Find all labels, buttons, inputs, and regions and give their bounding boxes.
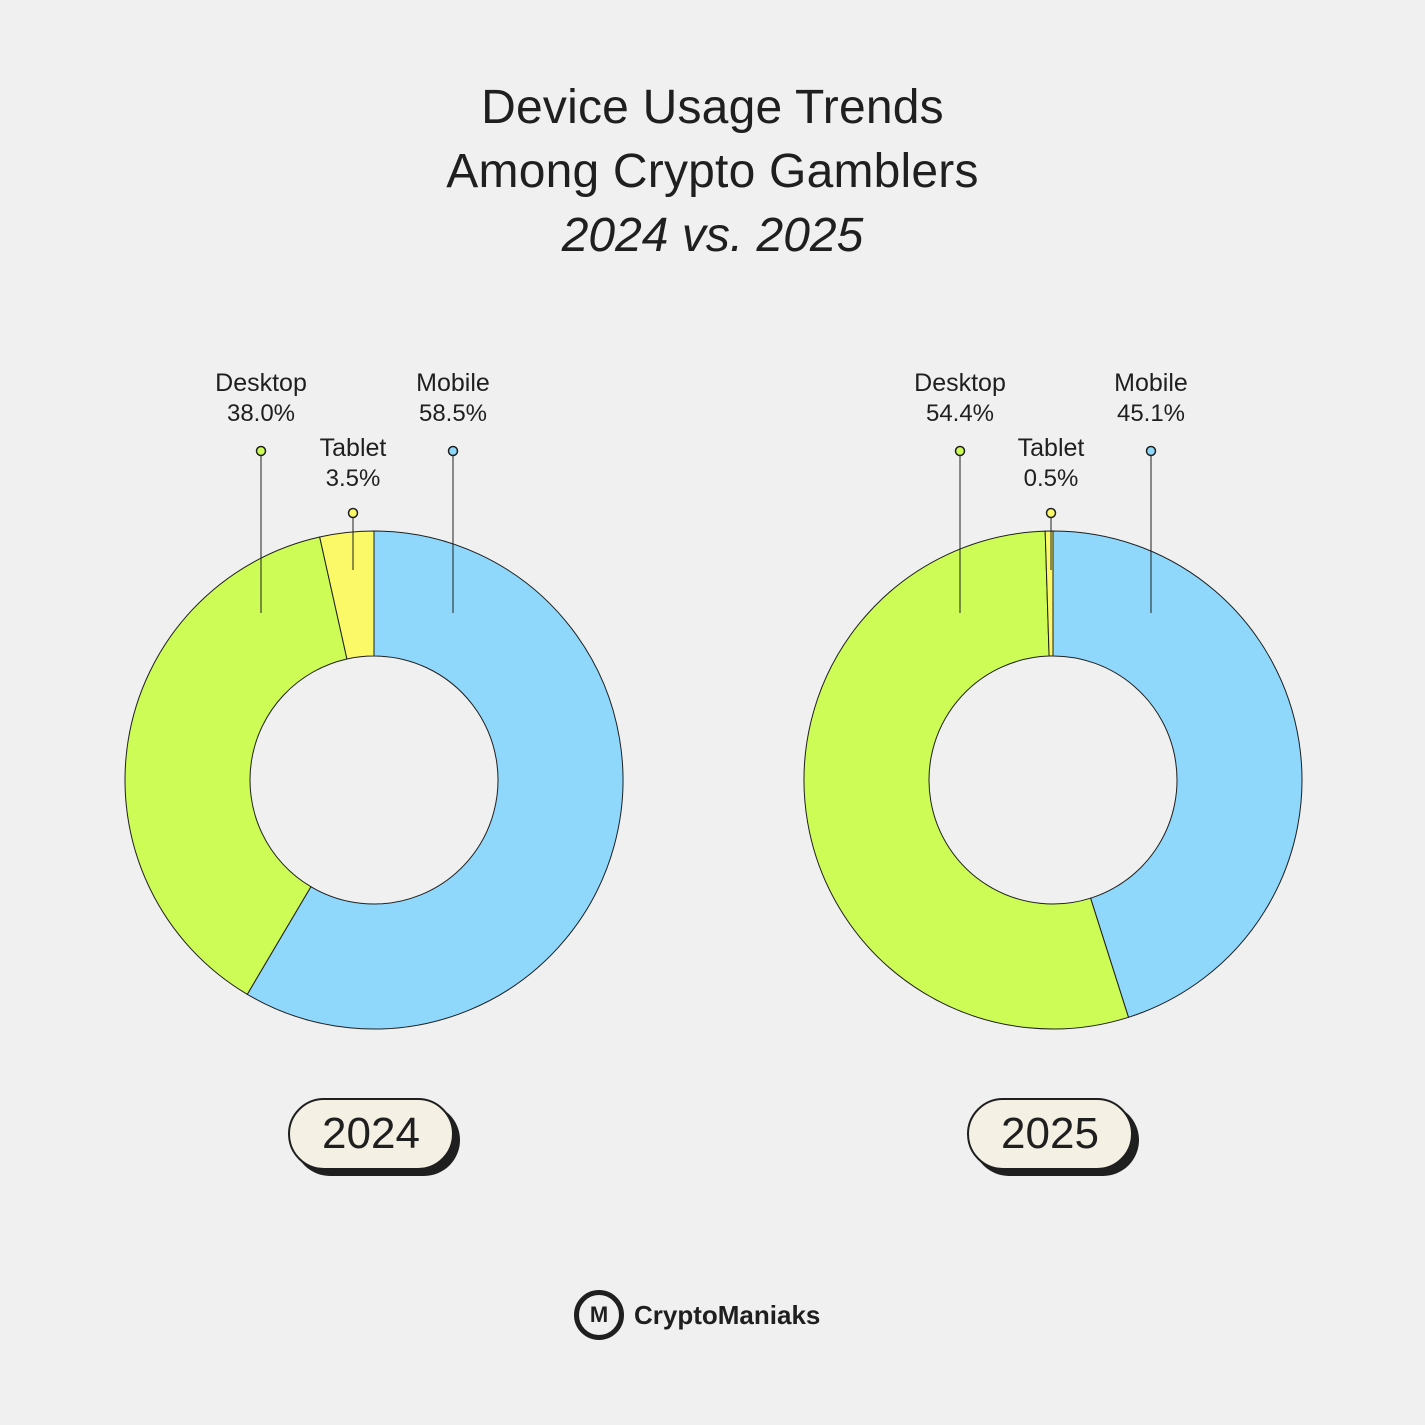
leader-dot-tablet-2025 (1045, 507, 1057, 519)
leader-dot-mobile-2024 (447, 445, 459, 457)
leader-dot-mobile-2025 (1145, 445, 1157, 457)
label-value-tablet-2024: 3.5% (326, 465, 381, 492)
slice-desktop-2025 (803, 530, 1130, 1030)
label-value-mobile-2024: 58.5% (419, 400, 487, 427)
label-name-mobile-2024: Mobile (416, 369, 490, 397)
chart-subtitle: 2024 vs. 2025 (561, 209, 864, 262)
slice-mobile-2025 (1052, 530, 1303, 1018)
label-value-mobile-2025: 45.1% (1117, 400, 1185, 427)
label-value-desktop-2025: 54.4% (926, 400, 994, 427)
brand-name: CryptoManiaks (634, 1299, 821, 1330)
chart-title-line-1: Device Usage Trends (481, 81, 944, 134)
label-name-desktop-2025: Desktop (914, 369, 1006, 397)
slice-mobile-2024 (246, 530, 624, 1030)
leader-dot-desktop-2024 (255, 445, 267, 457)
donut-chart-2025: Mobile 45.1% Desktop 54.4% Tablet 0.5% (803, 369, 1303, 1030)
chart-title-line-2: Among Crypto Gamblers (446, 145, 979, 198)
label-name-tablet-2024: Tablet (320, 434, 387, 462)
title-block: Device Usage Trends Among Crypto Gambler… (0, 76, 1425, 268)
cryptomaniaks-logo-icon: M (574, 1290, 624, 1340)
label-name-desktop-2024: Desktop (215, 369, 307, 397)
brand-footer: M CryptoManiaks (574, 1288, 820, 1342)
slice-tablet-2024 (319, 530, 375, 660)
donut-chart-2024: Mobile 58.5% Desktop 38.0% Tablet 3.5% (124, 369, 624, 1030)
label-name-tablet-2025: Tablet (1018, 434, 1085, 462)
label-value-tablet-2025: 0.5% (1024, 465, 1079, 492)
brand-logo-letter: M (589, 1302, 609, 1327)
year-badge-2024: 2024 (288, 1098, 454, 1170)
label-value-desktop-2024: 38.0% (227, 400, 295, 427)
leader-dot-desktop-2025 (954, 445, 966, 457)
year-badge-2025: 2025 (967, 1098, 1133, 1170)
label-name-mobile-2025: Mobile (1114, 369, 1188, 397)
slice-desktop-2024 (124, 536, 348, 996)
leader-dot-tablet-2024 (347, 507, 359, 519)
